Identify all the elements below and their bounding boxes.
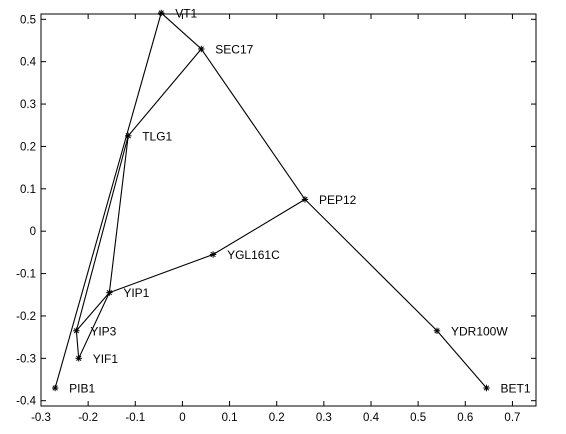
x-tick-label: -0.2 — [78, 412, 98, 424]
node-label-ydr100w: YDR100W — [451, 324, 508, 338]
plot-frame — [40, 13, 537, 407]
x-tick-label: 0.3 — [316, 412, 332, 424]
node-label-yip1: YIP1 — [123, 286, 149, 300]
y-tick-label: 0.2 — [20, 141, 36, 153]
y-tick-label: 0 — [30, 226, 36, 238]
x-tick-label: 0.4 — [363, 412, 380, 424]
x-tick-label: -0.3 — [31, 412, 51, 424]
edge-sec17-pep12 — [200, 48, 306, 200]
node-label-bet1: BET1 — [501, 381, 531, 395]
edge-yip1-yif1 — [78, 292, 110, 359]
node-label-pep12: PEP12 — [319, 193, 357, 207]
point-bet1 — [483, 384, 490, 392]
edge-pib1-vt1 — [54, 12, 162, 389]
x-tick-label: 0.6 — [457, 412, 473, 424]
point-yif1 — [75, 355, 82, 362]
axes: -0.3 -0.2 -0.1 0 0.1 0.2 0.3 0.4 0.5 0.6 0.7 -0.4 -0… — [16, 13, 537, 424]
x-tick-label: 0 — [179, 412, 185, 424]
edge-vt1-sec17 — [160, 12, 202, 50]
edge-yip1-ygl161c — [109, 253, 214, 294]
x-tick-label: 0.1 — [222, 412, 238, 424]
y-tick-label: -0.2 — [16, 311, 36, 323]
y-tick-label: 0.1 — [20, 184, 36, 196]
y-tick-label: 0.5 — [20, 14, 36, 26]
edge-yip3-yif1 — [75, 330, 80, 359]
edge-sec17-tlg1 — [127, 48, 202, 137]
points-layer — [51, 9, 490, 392]
edge-tlg1-yip1 — [108, 135, 129, 293]
x-tick-label: -0.1 — [125, 412, 145, 424]
y-tick-label: -0.3 — [16, 353, 36, 365]
node-label-yif1: YIF1 — [93, 352, 119, 366]
edge-pep12-ydr100w — [304, 199, 438, 332]
node-label-ygl161c: YGL161C — [227, 248, 280, 262]
x-tick-label: 0.5 — [410, 412, 426, 424]
point-ydr100w — [433, 327, 441, 334]
y-tick-label: -0.1 — [16, 269, 36, 281]
node-label-pib1: PIB1 — [69, 381, 95, 395]
point-tlg1 — [125, 132, 132, 140]
x-tick-label: 0.7 — [504, 412, 520, 424]
node-label-sec17: SEC17 — [215, 42, 253, 56]
edge-yip1-yip3 — [75, 292, 110, 332]
y-tick-label: 0.4 — [20, 57, 37, 69]
node-label-vt1: VT1 — [175, 6, 197, 20]
y-tick-label: -0.4 — [16, 396, 36, 408]
point-ygl161c — [209, 251, 217, 258]
edges-layer — [54, 12, 487, 389]
point-vt1 — [158, 9, 165, 17]
edge-tlg1-yip3 — [75, 135, 129, 331]
y-tick-label: 0.3 — [20, 99, 36, 111]
x-tick-label: 0.2 — [269, 412, 285, 424]
node-label-tlg1: TLG1 — [142, 129, 172, 143]
node-label-yip3: YIP3 — [90, 324, 116, 338]
point-sec17 — [198, 45, 205, 53]
point-yip1 — [106, 289, 113, 296]
edge-ygl161c-pep12 — [212, 198, 306, 255]
point-pib1 — [51, 384, 59, 392]
point-yip3 — [73, 327, 80, 334]
point-pep12 — [301, 196, 309, 203]
labels-layer: VT1 SEC17 TLG1 PEP12 YGL161C YIP1 YIP3 YIF1 PIB1… — [69, 6, 531, 395]
edge-ydr100w-bet1 — [436, 330, 487, 389]
